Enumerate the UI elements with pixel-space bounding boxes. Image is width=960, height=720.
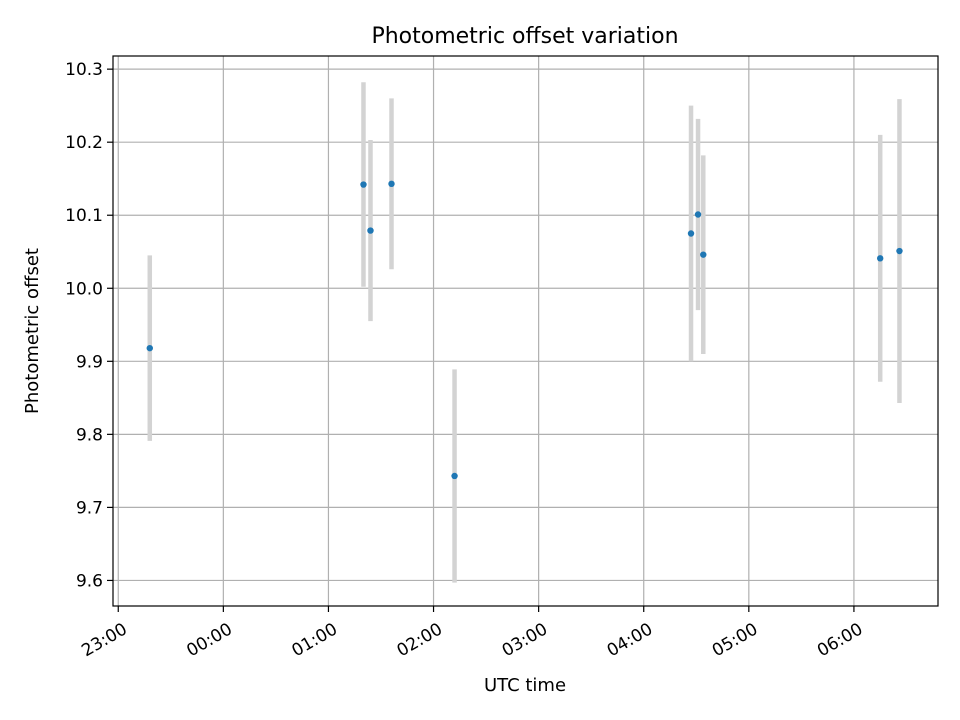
data-point [367,227,374,234]
data-point [451,472,458,480]
y-axis-ticks: 9.6 9.7 9.8 9.9 10.0 10.1 10.2 10.3 [65,60,113,591]
y-tick-label: 10.3 [65,60,103,80]
chart-title: Photometric offset variation [371,24,678,49]
y-tick-label: 9.8 [76,425,103,445]
data-point [146,344,153,352]
data-point [694,211,702,218]
data-point [687,230,695,237]
data-point [360,181,367,188]
y-tick-label: 10.1 [65,206,103,226]
y-axis-label: Photometric offset [22,248,43,414]
data-point [388,180,395,188]
data-point [876,255,884,262]
y-tick-label: 10.0 [65,279,103,299]
data-point [700,251,707,258]
grid-lines [113,56,938,606]
data-points [146,180,903,480]
y-tick-label: 9.9 [76,352,103,372]
plot-frame [112,55,939,607]
y-tick-label: 9.6 [76,571,103,591]
y-tick-label: 9.7 [76,498,103,518]
data-point [896,247,903,255]
y-tick-label: 10.2 [65,133,103,153]
x-axis-label: UTC time [484,675,566,696]
